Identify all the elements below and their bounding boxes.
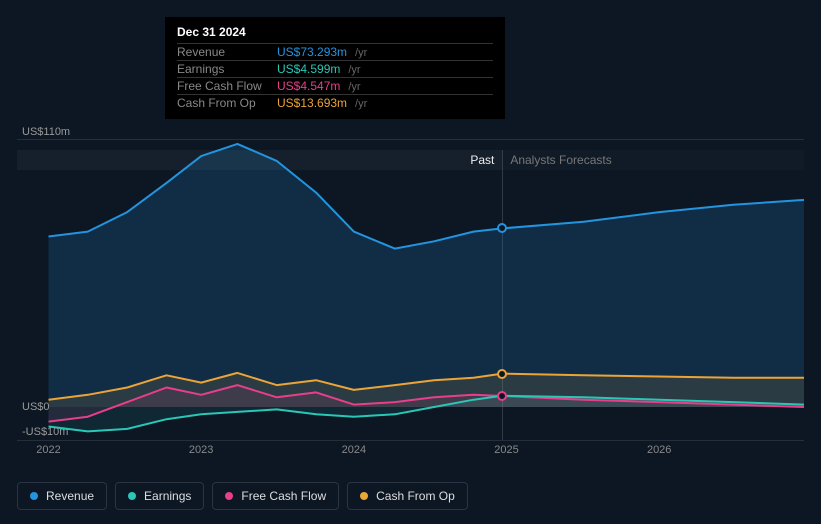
series-marker [497,391,507,401]
tooltip-row: Cash From Op US$13.693m /yr [177,94,493,111]
tooltip-unit: /yr [348,64,360,76]
legend-dot-icon [360,492,368,500]
chart-tooltip: Dec 31 2024 Revenue US$73.293m /yrEarnin… [165,17,505,119]
tooltip-unit: /yr [348,81,360,93]
tooltip-row: Free Cash Flow US$4.547m /yr [177,77,493,94]
y-axis-label: US$0 [22,401,50,413]
legend-label: Earnings [144,489,191,503]
tooltip-row: Earnings US$4.599m /yr [177,60,493,77]
tooltip-row: Revenue US$73.293m /yr [177,43,493,60]
legend-dot-icon [128,492,136,500]
tooltip-unit: /yr [355,98,367,110]
legend-item-earnings[interactable]: Earnings [115,482,204,510]
legend-item-free-cash-flow[interactable]: Free Cash Flow [212,482,339,510]
x-axis-labels: 2022 2023 2024 2025 2026 [17,444,804,464]
y-axis-label: US$110m [22,126,70,138]
x-axis-label: 2024 [342,444,366,456]
legend-item-cash-from-op[interactable]: Cash From Op [347,482,468,510]
tooltip-value: US$13.693m [277,96,347,110]
legend-item-revenue[interactable]: Revenue [17,482,107,510]
x-axis-label: 2025 [494,444,518,456]
legend-label: Revenue [46,489,94,503]
tooltip-label: Free Cash Flow [177,79,269,93]
legend-label: Free Cash Flow [241,489,326,503]
x-axis-label: 2023 [189,444,213,456]
legend-dot-icon [225,492,233,500]
tooltip-date: Dec 31 2024 [177,25,493,39]
y-axis-label: -US$10m [22,426,68,438]
legend-label: Cash From Op [376,489,455,503]
tooltip-value: US$4.599m [277,62,340,76]
tooltip-value: US$4.547m [277,79,340,93]
legend-dot-icon [30,492,38,500]
x-axis-label: 2026 [647,444,671,456]
legend: Revenue Earnings Free Cash Flow Cash From O… [17,482,468,510]
tooltip-label: Revenue [177,45,269,59]
series-marker [497,223,507,233]
x-axis-label: 2022 [36,444,60,456]
chart-plot[interactable] [17,140,804,443]
tooltip-label: Earnings [177,62,269,76]
tooltip-label: Cash From Op [177,96,269,110]
tooltip-value: US$73.293m [277,45,347,59]
series-marker [497,369,507,379]
tooltip-unit: /yr [355,47,367,59]
